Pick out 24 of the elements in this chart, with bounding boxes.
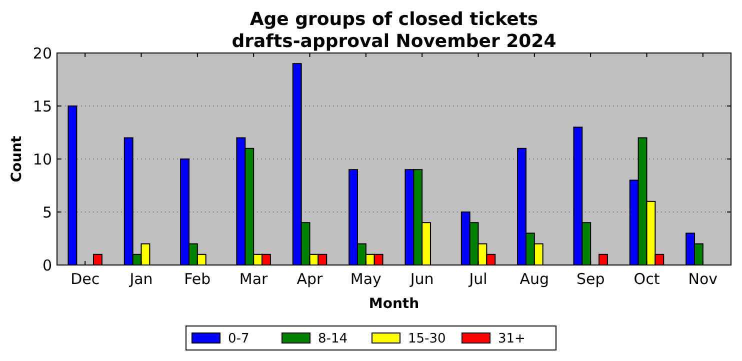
- chart-title: Age groups of closed tickets drafts-approval November 2024: [232, 9, 556, 52]
- x-tick-label: Aug: [520, 270, 550, 288]
- x-tick-label: May: [350, 270, 382, 288]
- x-tick-label: Sep: [576, 270, 605, 288]
- x-tick-label: Jul: [468, 270, 488, 288]
- y-tick-label: 5: [42, 203, 52, 222]
- legend-label: 0-7: [228, 332, 250, 347]
- x-tick-label: Mar: [239, 270, 269, 288]
- y-tick-label: 0: [42, 256, 52, 274]
- x-tick-label: Jan: [128, 270, 153, 288]
- legend-label: 15-30: [408, 332, 446, 347]
- x-tick-label: Feb: [184, 270, 211, 288]
- x-tick-label: Dec: [70, 270, 100, 288]
- y-tick-label: 20: [32, 44, 52, 62]
- y-axis-title: Count: [9, 135, 25, 182]
- x-tick-label: Nov: [688, 270, 718, 288]
- y-tick-label: 15: [32, 97, 52, 116]
- y-tick-label: 10: [32, 150, 52, 168]
- x-tick-label: Jun: [409, 270, 434, 288]
- x-tick-label: Apr: [296, 270, 324, 288]
- legend-label: 8-14: [318, 332, 348, 347]
- x-axis-title: Month: [368, 296, 420, 312]
- x-tick-label: Oct: [634, 270, 660, 288]
- legend-label: 31+: [498, 332, 526, 347]
